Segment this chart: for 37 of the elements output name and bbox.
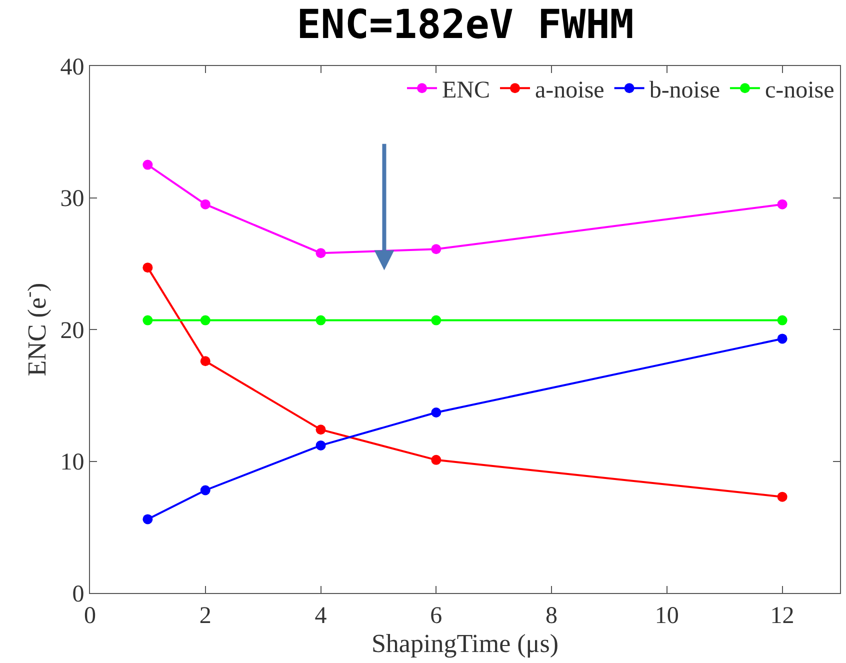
point [200,356,210,366]
point [431,454,442,465]
point [777,199,788,210]
legend-label: c-noise [764,77,834,104]
chart-title: ENC=182eV FWHM [296,2,634,48]
point [142,315,153,326]
point [316,440,326,450]
legend-label: ENC [442,77,490,104]
point [200,485,210,496]
y-tick-label: 10 [60,450,84,476]
point [142,514,153,524]
y-tick-label: 20 [60,318,84,344]
point [316,424,326,435]
y-tick-label: 40 [60,54,84,80]
point [777,334,788,344]
x-tick-label: 4 [314,602,327,629]
legend-label: b-noise [649,77,720,104]
point [431,408,442,418]
y-tick-label: 30 [60,186,84,212]
point [777,315,788,326]
point [777,492,788,502]
point [316,248,326,258]
point [200,315,210,326]
point [200,199,210,210]
point [142,262,153,273]
legend-label: a-noise [535,77,604,104]
x-axis-title: ShapingTime (μs) [371,628,559,658]
x-tick-label: 6 [430,602,442,629]
point [431,244,442,254]
x-tick-label: 10 [654,602,679,629]
point [142,160,153,170]
point [316,315,326,326]
y-tick-label: 0 [72,581,84,608]
x-tick-label: 2 [199,602,212,629]
x-tick-label: 8 [546,602,558,629]
point [431,315,442,326]
x-tick-label: 12 [770,602,794,629]
